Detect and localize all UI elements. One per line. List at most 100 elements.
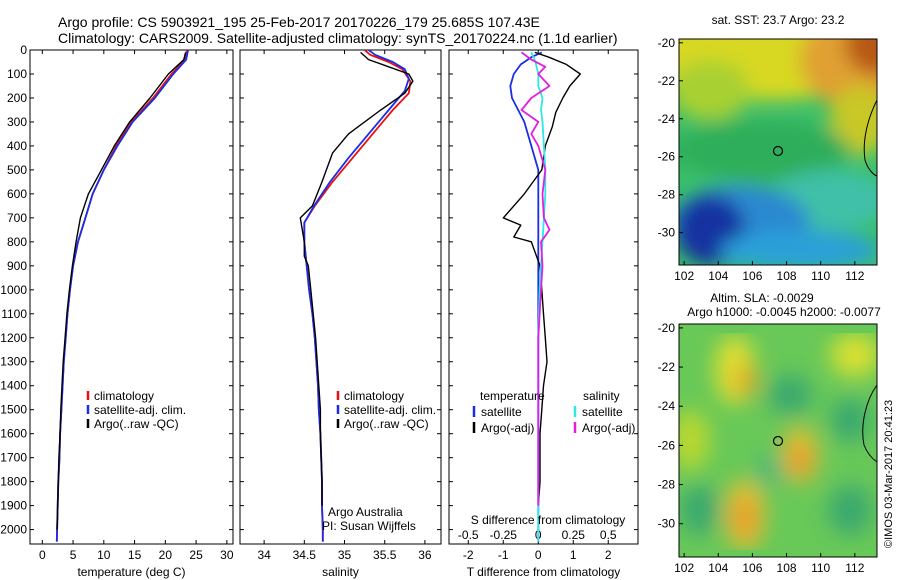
sla-map-title-line1: Altim. SLA: -0.0029 [710,291,814,305]
header-title: Argo profile: CS 5903921_195 25-Feb-2017… [58,14,540,30]
x-tick-label: 0 [535,548,542,562]
x-tick-label: -2 [463,548,474,562]
header-subtitle: Climatology: CARS2009. Satellite-adjuste… [58,30,618,46]
x-tick-label: 35 [338,548,352,562]
map-x-tick-label: 108 [777,269,797,283]
x-tick-label: 0 [39,548,46,562]
imos-watermark: ©IMOS 03-Mar-2017 20:41:23 [883,400,895,548]
map-y-tick-label: -22 [658,360,676,374]
sst-coastline [863,99,877,177]
y-tick-label: 800 [7,235,27,249]
y-tick-label: 1000 [0,283,27,297]
series-line-temperature-2 [56,52,187,530]
x-tick-label: 30 [220,548,234,562]
x-tick-label: 5 [70,548,77,562]
map-x-tick-label: 112 [845,269,864,283]
temperature-panel: 0100200300400500600700800900100011001200… [0,43,234,579]
y-tick-label: 1100 [1,307,27,321]
salinity-frame [239,49,442,545]
sst-map-frame [678,38,878,266]
y-tick-label: 1200 [0,331,27,345]
x-tick-label: 20 [159,548,173,562]
x-tick-label: 1 [570,548,577,562]
map-y-tick-label: -28 [658,188,676,202]
sla-heat-field [679,324,877,557]
x-tick-label: 2 [605,548,612,562]
map-y-tick-label: -30 [658,226,676,240]
legend-label: satellite [481,405,522,419]
legend-label: satellite-adj. clim. [344,403,436,417]
y-tick-label: 1500 [0,403,27,417]
map-x-tick-label: 102 [674,269,694,283]
legend-label: satellite-adj. clim. [94,403,186,417]
x-tick-label: 15 [128,548,142,562]
legend-label: Argo(-adj) [481,421,534,435]
x-axis-label: T difference from climatology [467,565,621,579]
x-tick-label: 10 [97,548,111,562]
y-tick-label: 900 [7,259,27,273]
sst-heat-field [679,39,877,265]
y-tick-label: 600 [7,187,27,201]
sst-map-title: sat. SST: 23.7 Argo: 23.2 [712,13,845,27]
map-y-tick-label: -24 [658,399,676,413]
y-tick-label: 100 [7,67,27,81]
x-tick-label: 25 [189,548,203,562]
s-difference-label: S difference from climatology [471,513,626,527]
series-line-salinity-2 [299,51,414,506]
temperature-frame [29,49,234,545]
legend-label: Argo(..raw -QC) [344,417,429,431]
map-y-tick-label: -22 [658,74,676,88]
sla-coastline [862,384,877,463]
map-x-tick-label: 110 [811,561,830,575]
y-tick-label: 700 [7,211,27,225]
s-diff-tick-label: -0.25 [490,528,518,542]
x-axis-label: temperature (deg C) [77,565,185,579]
sla-map-title-line2: Argo h1000: -0.0045 h2000: -0.0077 [687,305,881,319]
y-tick-label: 1800 [0,475,27,489]
legend-title-salinity: salinity [583,389,620,403]
x-tick-label: 34.5 [293,548,317,562]
s-diff-tick-label: 0.25 [562,528,586,542]
sla-map: Altim. SLA: -0.0029 Argo h1000: -0.0045 … [658,291,881,575]
map-y-tick-label: -26 [658,150,676,164]
y-tick-label: 300 [7,115,27,129]
y-tick-label: 200 [7,91,27,105]
operator-annotation: Argo Australia [328,505,403,519]
map-y-tick-label: -20 [658,321,676,335]
y-tick-label: 0 [20,43,27,57]
x-axis-label: salinity [322,565,359,579]
map-x-tick-label: 104 [708,269,728,283]
legend-label: climatology [344,389,404,403]
x-tick-label: 36 [418,548,432,562]
legend-label: satellite [582,405,623,419]
map-y-tick-label: -30 [658,517,676,531]
series-line-differences-3 [520,51,551,506]
series-line-differences-1 [502,51,581,530]
sla-map-frame [678,323,878,558]
s-diff-tick-label: 0.5 [600,528,617,542]
y-tick-label: 1300 [0,355,27,369]
s-diff-tick-label: -0.5 [458,528,479,542]
map-y-tick-label: -20 [658,36,676,50]
map-x-tick-label: 102 [674,561,694,575]
map-x-tick-label: 106 [742,561,762,575]
y-tick-label: 1700 [0,451,27,465]
legend-label: Argo(-adj) [582,421,635,435]
x-tick-label: -1 [498,548,509,562]
sst-map: sat. SST: 23.7 Argo: 23.2 102 104 106 108 11… [658,13,878,283]
y-tick-label: 2000 [0,523,27,537]
salinity-panel: 34 34.5 35 35.5 36 salinity climatologysatelli… [239,49,442,579]
x-tick-label: 34 [257,548,271,562]
sla-argo-marker [772,435,784,447]
map-x-tick-label: 110 [811,269,830,283]
map-x-tick-label: 112 [845,561,864,575]
legend-label: Argo(..raw -QC) [94,417,179,431]
map-y-tick-label: -24 [658,112,676,126]
x-tick-label: 35.5 [373,548,397,562]
legend-title-temperature: temperature [480,389,545,403]
y-tick-label: 1400 [0,379,27,393]
y-tick-label: 500 [7,163,27,177]
legend-label: climatology [94,389,154,403]
map-y-tick-label: -26 [658,438,676,452]
map-x-tick-label: 104 [708,561,728,575]
